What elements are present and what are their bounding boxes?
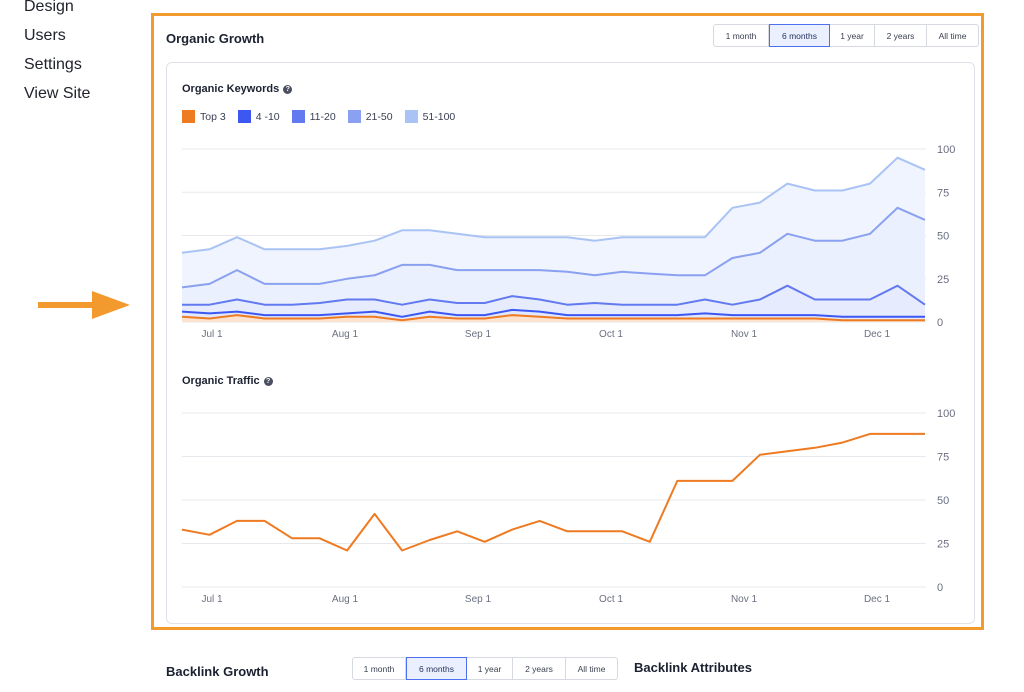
range-all-time[interactable]: All time — [938, 30, 967, 41]
series-line-top-3 — [181, 314, 925, 322]
range-1-year[interactable]: 1 year — [467, 658, 513, 679]
range-6-months[interactable]: 6 months — [769, 24, 830, 47]
sidebar-item-design[interactable]: Design — [24, 0, 74, 15]
y-tick-label: 75 — [937, 187, 949, 199]
y-tick-label: 75 — [937, 452, 949, 464]
backlink-growth-title: Backlink Growth — [166, 664, 269, 679]
series-line-11-20 — [182, 284, 926, 306]
x-tick-label: Nov 1 — [731, 329, 758, 340]
organic-keywords-title-text: Organic Keywords — [182, 83, 280, 95]
legend-label: 11-20 — [309, 110, 336, 123]
highlight-outline — [151, 13, 984, 630]
y-tick-label: 50 — [937, 231, 949, 243]
organic-growth-title: Organic Growth — [166, 31, 265, 46]
help-icon[interactable]: ? — [283, 84, 293, 94]
organic-traffic-title-text: Organic Traffic — [182, 375, 260, 387]
legend-21-50[interactable]: 21-50 — [347, 110, 393, 123]
legend-label: 4 -10 — [255, 110, 280, 123]
legend-swatch — [404, 110, 418, 123]
sidebar-item-users[interactable]: Users — [24, 27, 66, 44]
organic-growth-range-selector: 1 month 6 months 1 year 2 years All time — [713, 24, 979, 47]
y-tick-label: 100 — [937, 408, 955, 420]
x-tick-label: Dec 1 — [864, 329, 891, 340]
range-6-months[interactable]: 6 months — [406, 657, 467, 680]
range-1-month[interactable]: 1 month — [714, 25, 769, 46]
legend-top-3[interactable]: Top 3 — [182, 110, 226, 123]
y-tick-label: 100 — [937, 144, 955, 156]
range-all-time[interactable]: All time — [577, 663, 606, 674]
legend-label: 21-50 — [365, 110, 393, 123]
series-line-51-100 — [181, 156, 926, 254]
x-tick-label: Dec 1 — [864, 594, 891, 605]
x-tick-label: Aug 1 — [332, 594, 359, 605]
y-tick-label: 0 — [937, 582, 943, 594]
range-2-years[interactable]: 2 years — [513, 658, 566, 679]
y-tick-label: 25 — [937, 539, 949, 551]
legend-swatch — [182, 110, 195, 123]
sidebar-item-view-site[interactable]: View Site — [24, 85, 91, 102]
x-tick-label: Oct 1 — [599, 594, 623, 605]
x-tick-label: Oct 1 — [599, 329, 623, 340]
range-1-year[interactable]: 1 year — [830, 25, 875, 46]
legend-swatch — [237, 110, 251, 123]
x-tick-label: Sep 1 — [465, 594, 492, 605]
legend-label: Top 3 — [200, 110, 226, 123]
y-tick-label: 0 — [937, 317, 943, 329]
organic-keywords-title: Organic Keywords ? — [182, 83, 293, 95]
series-line-21-50 — [181, 206, 926, 289]
legend-11-20[interactable]: 11-20 — [291, 110, 336, 123]
pointer-arrow-icon — [38, 291, 130, 319]
legend-swatch — [347, 110, 361, 123]
y-tick-label: 25 — [937, 274, 949, 286]
x-tick-label: Nov 1 — [731, 594, 758, 605]
backlink-growth-range-selector: 1 month 6 months 1 year 2 years All time — [352, 657, 618, 680]
range-2-years[interactable]: 2 years — [875, 25, 927, 46]
help-icon[interactable]: ? — [263, 376, 273, 386]
organic-traffic-title: Organic Traffic ? — [182, 375, 273, 387]
x-tick-label: Jul 1 — [201, 594, 223, 605]
keywords-legend: Top 3 4 -10 11-20 21-50 51-100 — [182, 110, 455, 123]
series-line-4-10 — [181, 308, 925, 318]
range-1-month[interactable]: 1 month — [353, 658, 406, 679]
x-tick-label: Sep 1 — [465, 329, 492, 340]
y-tick-label: 50 — [937, 495, 949, 507]
sidebar-nav: Design Users Settings View Site — [24, 0, 90, 108]
legend-4-10[interactable]: 4 -10 — [237, 110, 280, 123]
x-tick-label: Aug 1 — [332, 329, 359, 340]
backlink-attributes-title: Backlink Attributes — [634, 660, 752, 675]
x-tick-label: Jul 1 — [201, 329, 223, 340]
legend-51-100[interactable]: 51-100 — [404, 110, 456, 123]
sidebar-item-settings[interactable]: Settings — [24, 56, 82, 73]
series-line-organic-traffic — [181, 432, 925, 552]
legend-label: 51-100 — [422, 110, 456, 123]
area-21-50 — [182, 207, 925, 322]
legend-swatch — [291, 110, 305, 123]
